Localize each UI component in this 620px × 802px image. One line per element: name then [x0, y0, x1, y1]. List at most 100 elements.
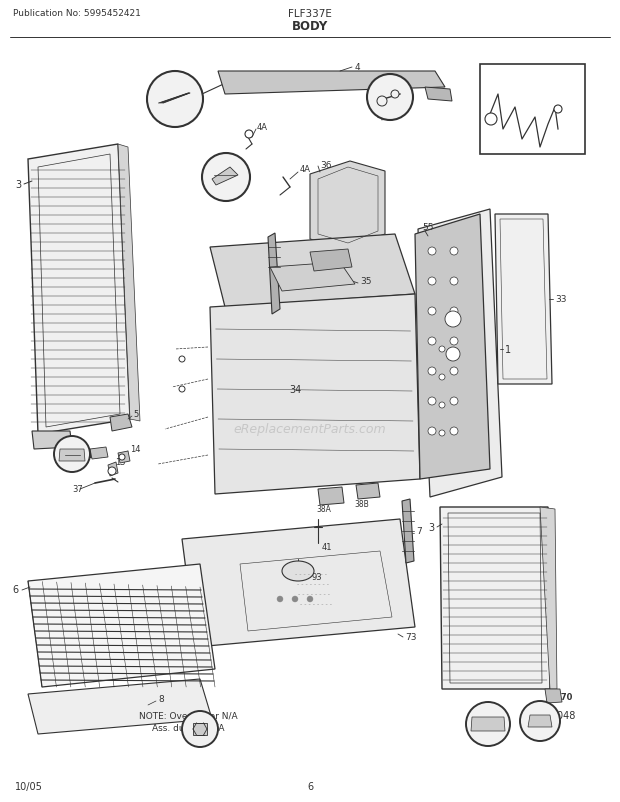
Circle shape — [54, 436, 90, 472]
Text: 5: 5 — [531, 707, 537, 715]
Polygon shape — [90, 448, 108, 460]
Text: - - - - - - - -: - - - - - - - - — [297, 581, 329, 587]
Circle shape — [108, 468, 116, 476]
Text: 38A: 38A — [316, 505, 331, 514]
Polygon shape — [118, 145, 140, 422]
Circle shape — [450, 427, 458, 435]
Polygon shape — [28, 679, 212, 734]
Circle shape — [445, 312, 461, 327]
Circle shape — [428, 427, 436, 435]
FancyBboxPatch shape — [480, 65, 585, 155]
Polygon shape — [471, 717, 505, 731]
Text: eReplacementParts.com: eReplacementParts.com — [234, 423, 386, 436]
Circle shape — [450, 277, 458, 286]
Polygon shape — [193, 723, 207, 735]
Text: 34: 34 — [289, 384, 301, 395]
Circle shape — [439, 431, 445, 436]
Circle shape — [292, 596, 298, 602]
Polygon shape — [182, 520, 415, 647]
Polygon shape — [28, 565, 215, 687]
Circle shape — [119, 455, 125, 460]
Polygon shape — [210, 235, 415, 308]
Text: 5: 5 — [133, 410, 138, 419]
Polygon shape — [425, 88, 452, 102]
Text: 40: 40 — [215, 191, 227, 200]
Circle shape — [307, 596, 313, 602]
Text: 6: 6 — [307, 781, 313, 791]
Polygon shape — [218, 72, 445, 95]
Circle shape — [439, 403, 445, 408]
Circle shape — [367, 75, 413, 121]
Text: 36: 36 — [320, 160, 332, 169]
Polygon shape — [108, 463, 118, 476]
Polygon shape — [118, 452, 130, 464]
Text: 3: 3 — [15, 180, 21, 190]
Polygon shape — [268, 233, 280, 314]
Circle shape — [450, 248, 458, 256]
Polygon shape — [59, 449, 85, 461]
Polygon shape — [32, 431, 72, 449]
Text: 6: 6 — [12, 585, 18, 594]
Polygon shape — [418, 210, 502, 497]
Polygon shape — [210, 294, 420, 494]
Circle shape — [450, 367, 458, 375]
Text: 93: 93 — [312, 573, 322, 581]
Ellipse shape — [282, 561, 314, 581]
Circle shape — [428, 338, 436, 346]
Text: 73: 73 — [405, 633, 417, 642]
Circle shape — [391, 91, 399, 99]
Polygon shape — [270, 263, 355, 292]
Text: 170: 170 — [86, 451, 104, 460]
Polygon shape — [540, 508, 557, 689]
Circle shape — [439, 375, 445, 380]
Circle shape — [147, 72, 203, 128]
Text: 1: 1 — [505, 345, 511, 354]
Text: 15: 15 — [115, 458, 125, 467]
Text: 41: 41 — [322, 543, 332, 552]
Circle shape — [428, 277, 436, 286]
Circle shape — [554, 106, 562, 114]
Text: NOTE: Oven Liner N/A: NOTE: Oven Liner N/A — [139, 711, 237, 719]
Circle shape — [520, 701, 560, 741]
Text: 35: 35 — [360, 277, 371, 286]
Circle shape — [245, 131, 253, 139]
Polygon shape — [402, 500, 414, 563]
Polygon shape — [310, 249, 352, 272]
Circle shape — [179, 387, 185, 392]
Circle shape — [428, 367, 436, 375]
Polygon shape — [212, 168, 238, 186]
Text: 33: 33 — [555, 295, 567, 304]
Polygon shape — [528, 715, 552, 727]
Text: 37: 37 — [72, 485, 82, 494]
Text: 14: 14 — [130, 445, 141, 454]
Circle shape — [277, 596, 283, 602]
Text: 55: 55 — [422, 223, 433, 233]
Polygon shape — [415, 215, 490, 480]
Text: 39: 39 — [570, 66, 582, 75]
Text: 30: 30 — [376, 111, 388, 120]
Text: T24V0048: T24V0048 — [526, 710, 575, 720]
Polygon shape — [495, 215, 552, 384]
Polygon shape — [318, 488, 344, 505]
Polygon shape — [545, 689, 562, 703]
Circle shape — [202, 154, 250, 202]
Circle shape — [179, 357, 185, 363]
Circle shape — [450, 308, 458, 316]
Text: 43: 43 — [188, 715, 200, 723]
Circle shape — [446, 347, 460, 362]
Text: Ass. du four N/A: Ass. du four N/A — [152, 723, 224, 731]
Text: 38B: 38B — [354, 500, 369, 508]
Text: 5A: 5A — [58, 441, 69, 450]
Polygon shape — [28, 145, 130, 435]
Circle shape — [428, 308, 436, 316]
Text: 170: 170 — [555, 693, 572, 702]
Text: - - - - - - - -: - - - - - - - - — [296, 572, 327, 577]
Text: 8: 8 — [158, 695, 164, 703]
Circle shape — [439, 346, 445, 353]
Circle shape — [450, 338, 458, 346]
Polygon shape — [356, 484, 380, 500]
Text: - - - - - - - -: - - - - - - - - — [300, 602, 332, 607]
Text: BODY: BODY — [292, 21, 328, 34]
Text: 4: 4 — [355, 63, 361, 71]
Circle shape — [428, 398, 436, 406]
